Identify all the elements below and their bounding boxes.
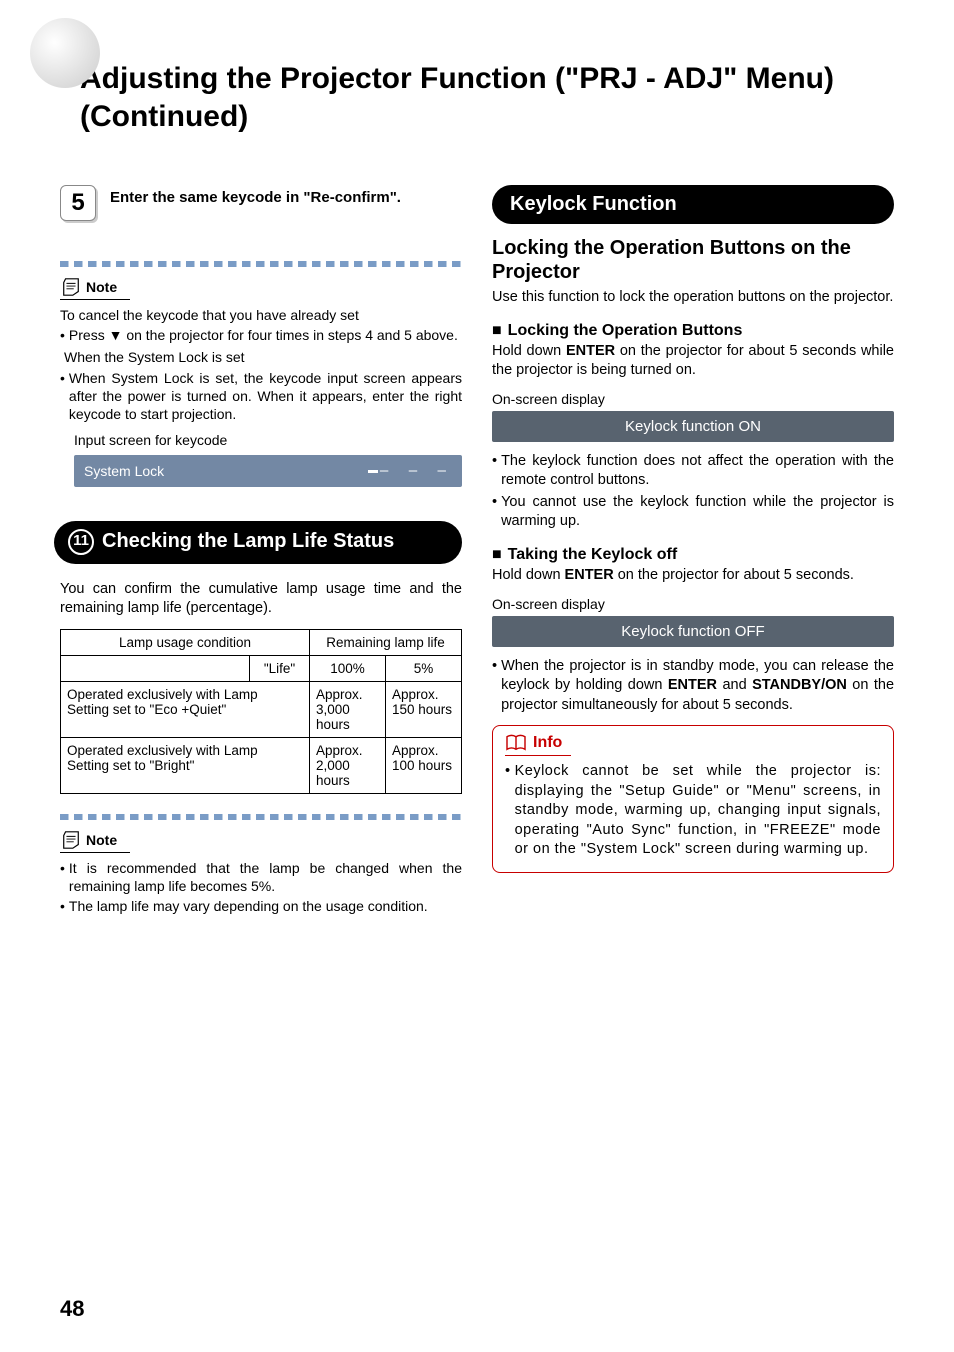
system-lock-dashes: – – – [368,461,452,480]
note-bullet: •Press ▼ on the projector for four times… [60,326,462,344]
note-body-2: •It is recommended that the lamp be chan… [60,859,462,916]
info-box: Info •Keylock cannot be set while the pr… [492,725,894,873]
osd-keylock-off: Keylock function OFF [492,616,894,647]
keylock-intro: Use this function to lock the operation … [492,288,894,308]
list-item: •Keylock cannot be set while the project… [505,762,881,860]
note-icon [60,277,82,297]
step-number-badge: 5 [60,185,100,231]
info-label: Info [533,734,562,752]
note-label: Note [86,279,117,295]
locking-notes: •The keylock function does not affect th… [492,452,894,532]
system-lock-bar: System Lock – – – [74,455,462,486]
note-header: Note [60,830,130,853]
table-header: 5% [386,655,462,681]
book-icon [505,734,527,752]
table-cell: Approx. 3,000 hours [310,681,386,737]
right-column: Keylock Function Locking the Operation B… [492,185,894,935]
dashed-divider [60,814,462,820]
table-header: Lamp usage condition [61,629,310,655]
step-text: Enter the same keycode in "Re-confirm". [110,185,462,206]
corner-decor [30,18,100,88]
table-cell: Operated exclusively with Lamp Setting s… [61,681,310,737]
keylock-off-notes: • When the projector is in standby mode,… [492,657,894,716]
step-5: 5 Enter the same keycode in "Re-confirm"… [60,185,462,231]
table-cell: Operated exclusively with Lamp Setting s… [61,737,310,793]
note-subhead: When the System Lock is set [64,348,462,366]
table-header: "Life" [250,655,310,681]
note-icon [60,830,82,850]
locking-instruction: Hold down ENTER on the projector for abo… [492,342,894,381]
square-bullet-icon: ■ [492,547,502,563]
table-row: Lamp usage condition Remaining lamp life [61,629,462,655]
osd-keylock-on: Keylock function ON [492,411,894,442]
two-column-layout: 5 Enter the same keycode in "Re-confirm"… [60,185,894,935]
table-row: Operated exclusively with Lamp Setting s… [61,681,462,737]
keylock-off-instruction: Hold down ENTER on the projector for abo… [492,566,894,586]
table-cell: Approx. 150 hours [386,681,462,737]
table-header: Remaining lamp life [310,629,462,655]
note-bullet: •It is recommended that the lamp be chan… [60,859,462,895]
lamp-section-header: 11 Checking the Lamp Life Status [54,521,462,564]
page-number: 48 [60,1296,84,1322]
page-title: Adjusting the Projector Function ("PRJ -… [80,60,894,135]
table-cell: Approx. 2,000 hours [310,737,386,793]
note-intro: To cancel the keycode that you have alre… [60,306,462,324]
note-bullet: •When System Lock is set, the keycode in… [60,369,462,424]
info-body: •Keylock cannot be set while the project… [505,762,881,860]
square-bullet-icon: ■ [492,323,502,339]
list-item: •The keylock function does not affect th… [492,452,894,491]
table-header: 100% [310,655,386,681]
locking-section-title: ■ Locking the Operation Buttons [492,322,894,340]
note-body-1: To cancel the keycode that you have alre… [60,306,462,487]
table-row: "Life" 100% 5% [61,655,462,681]
lamp-section-title: Checking the Lamp Life Status [102,530,394,552]
dashed-divider [60,261,462,267]
table-cell: Approx. 100 hours [386,737,462,793]
list-item: • When the projector is in standby mode,… [492,657,894,716]
table-row: Operated exclusively with Lamp Setting s… [61,737,462,793]
keylock-header: Keylock Function [492,185,894,224]
input-screen-label: Input screen for keycode [74,431,462,449]
lamp-life-table: Lamp usage condition Remaining lamp life… [60,629,462,794]
circled-11-icon: 11 [68,529,94,555]
osd-label: On-screen display [492,391,894,407]
note-header: Note [60,277,130,300]
info-header: Info [505,734,571,756]
note-bullet: •The lamp life may vary depending on the… [60,897,462,915]
system-lock-label: System Lock [84,462,164,480]
list-item: •You cannot use the keylock function whi… [492,493,894,532]
keylock-off-section-title: ■ Taking the Keylock off [492,546,894,564]
left-column: 5 Enter the same keycode in "Re-confirm"… [60,185,462,935]
keylock-subhead: Locking the Operation Buttons on the Pro… [492,236,894,284]
note-label: Note [86,832,117,848]
osd-label: On-screen display [492,596,894,612]
lamp-intro: You can confirm the cumulative lamp usag… [60,580,462,619]
